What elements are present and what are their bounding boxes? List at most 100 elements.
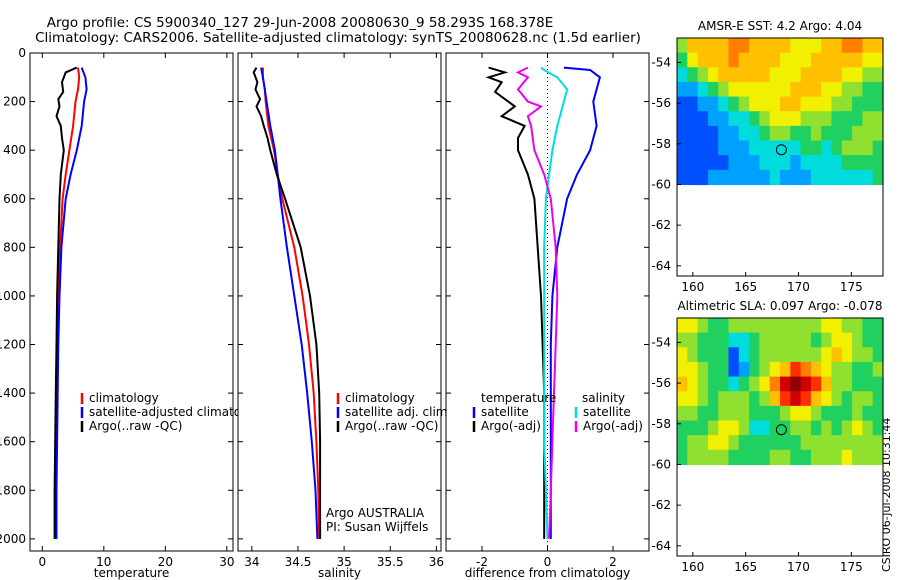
heatmap-cell bbox=[728, 140, 740, 156]
x-tick-label: 0 bbox=[38, 555, 46, 569]
heatmap-cell bbox=[707, 318, 719, 334]
heatmap-cell bbox=[728, 52, 740, 68]
heatmap-cell bbox=[728, 318, 740, 334]
heatmap-cell bbox=[780, 169, 791, 186]
heatmap-cell bbox=[852, 52, 863, 68]
heatmap-cell bbox=[810, 111, 822, 127]
heatmap-cell bbox=[831, 96, 843, 112]
heatmap-cell bbox=[738, 38, 750, 54]
y-tick-label: -56 bbox=[651, 376, 671, 390]
heatmap-cell bbox=[800, 81, 812, 98]
heatmap-cell bbox=[841, 332, 853, 348]
heatmap-cell bbox=[687, 67, 699, 83]
heatmap-cell bbox=[749, 81, 760, 98]
legend-label: climatology bbox=[345, 391, 415, 405]
heatmap-cell bbox=[852, 81, 863, 98]
heatmap-cell bbox=[769, 332, 781, 348]
heatmap-cell bbox=[841, 391, 853, 407]
heatmap-cell bbox=[810, 52, 822, 68]
heatmap-cell bbox=[810, 96, 822, 112]
heatmap-cell bbox=[687, 391, 699, 407]
heatmap-cell bbox=[759, 405, 771, 422]
heatmap-cell bbox=[759, 332, 771, 348]
heatmap-cell bbox=[790, 67, 802, 83]
heatmap-cell bbox=[718, 52, 730, 68]
heatmap-cell bbox=[749, 405, 760, 422]
heatmap-cell bbox=[841, 111, 853, 127]
heatmap-cell bbox=[759, 140, 771, 156]
heatmap-cell bbox=[862, 81, 874, 98]
heatmap-cell bbox=[677, 391, 688, 407]
heatmap-cell bbox=[821, 96, 833, 112]
heatmap-cell bbox=[697, 155, 709, 171]
heatmap-cell bbox=[841, 347, 853, 363]
heatmap-cell bbox=[810, 332, 822, 348]
heatmap-cell bbox=[687, 332, 699, 348]
heatmap-cell bbox=[872, 376, 884, 392]
y-tick-label: -64 bbox=[651, 259, 671, 273]
heatmap-cell bbox=[769, 96, 781, 112]
heatmap-cell bbox=[697, 376, 709, 392]
y-tick-label: 400 bbox=[3, 143, 26, 157]
heatmap-cell bbox=[821, 38, 833, 54]
heatmap-cell bbox=[780, 391, 791, 407]
heatmap-cell bbox=[800, 96, 812, 112]
heatmap-cell bbox=[852, 318, 863, 334]
heatmap-cell bbox=[872, 391, 884, 407]
heatmap-cell bbox=[810, 347, 822, 363]
heatmap-cell bbox=[810, 155, 822, 171]
heatmap-cell bbox=[707, 125, 719, 142]
heatmap-cell bbox=[800, 125, 812, 142]
heatmap-cell bbox=[687, 111, 699, 127]
heatmap-cell bbox=[831, 435, 843, 451]
temperature-panel: 0 10 20 30 0 200 400 600 800 1000 1200 1400 1600 1800… bbox=[0, 46, 267, 580]
heatmap-cell bbox=[821, 405, 833, 422]
series-line-argo-raw-qc- bbox=[53, 66, 78, 539]
heatmap-cell bbox=[872, 111, 884, 127]
heatmap-cell bbox=[790, 169, 802, 186]
heatmap-cell bbox=[728, 435, 740, 451]
heatmap-cell bbox=[800, 449, 812, 466]
heatmap-cell bbox=[738, 376, 750, 392]
heatmap-cell bbox=[749, 52, 760, 68]
heatmap-cell bbox=[821, 435, 833, 451]
heatmap-cell bbox=[852, 332, 863, 348]
heatmap-cell bbox=[677, 111, 688, 127]
heatmap-cell bbox=[831, 125, 843, 142]
heatmap-cell bbox=[852, 376, 863, 392]
heatmap-cell bbox=[687, 169, 699, 186]
argo-position-marker bbox=[775, 144, 787, 156]
heatmap-cell bbox=[790, 155, 802, 171]
heatmap-cell bbox=[841, 140, 853, 156]
heatmap-cell bbox=[872, 318, 884, 334]
legend-label: Argo(..raw -QC) bbox=[345, 419, 438, 433]
heatmap-cell bbox=[790, 376, 802, 392]
heatmap-cell bbox=[738, 155, 750, 171]
heatmap-cell bbox=[718, 376, 730, 392]
heatmap-cell bbox=[759, 391, 771, 407]
heatmap-cell bbox=[707, 96, 719, 112]
heatmap-cell bbox=[738, 169, 750, 186]
heatmap-cell bbox=[821, 361, 833, 378]
heatmap-cell bbox=[687, 361, 699, 378]
heatmap-cell bbox=[852, 155, 863, 171]
heatmap-cell bbox=[780, 435, 791, 451]
x-tick-label: 175 bbox=[840, 280, 863, 294]
heatmap-cell bbox=[687, 125, 699, 142]
heatmap-cell bbox=[677, 361, 688, 378]
heatmap-cell bbox=[800, 347, 812, 363]
heatmap-cell bbox=[810, 420, 822, 436]
heatmap-cell bbox=[872, 96, 884, 112]
y-tick-label: -60 bbox=[651, 177, 671, 191]
x-tick-label: 170 bbox=[787, 280, 810, 294]
heatmap-cell bbox=[831, 361, 843, 378]
heatmap-cell bbox=[790, 361, 802, 378]
heatmap-cell bbox=[749, 347, 760, 363]
heatmap-cell bbox=[677, 81, 688, 98]
heatmap-cell bbox=[810, 376, 822, 392]
heatmap-cell bbox=[759, 361, 771, 378]
heatmap-cell bbox=[800, 38, 812, 54]
heatmap-cell bbox=[821, 376, 833, 392]
y-tick-label: -58 bbox=[651, 417, 671, 431]
